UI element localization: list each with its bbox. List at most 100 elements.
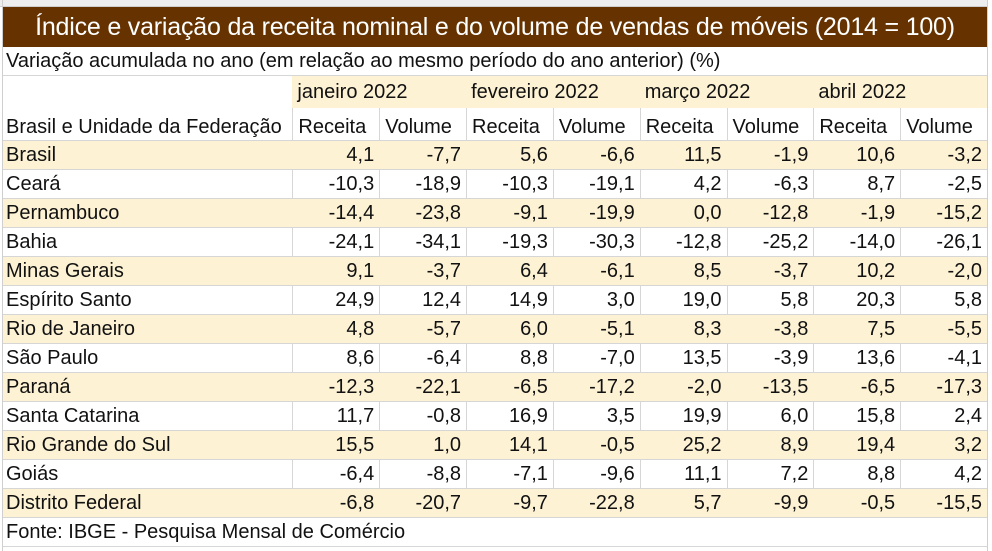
value-cell[interactable]: 10,6 [856, 144, 896, 166]
value-cell[interactable]: 2,4 [900, 402, 987, 430]
value-cell[interactable]: -0,5 [600, 434, 635, 456]
value-cell[interactable]: -4,1 [900, 344, 987, 372]
value-cell[interactable]: 3,0 [552, 286, 640, 314]
column-header[interactable]: Receita [639, 108, 727, 140]
value-cell[interactable]: -2,5 [900, 170, 987, 198]
region-name-cell[interactable]: Pernambuco [6, 202, 120, 224]
value-cell[interactable]: 0,0 [693, 202, 722, 224]
value-cell[interactable]: -13,5 [762, 376, 809, 398]
month-header-apr[interactable]: abril 2022 [813, 76, 988, 108]
value-cell[interactable]: 13,5 [639, 344, 727, 372]
value-cell[interactable]: -6,4 [292, 460, 379, 488]
value-cell[interactable]: -17,2 [589, 376, 635, 398]
value-cell[interactable]: 3,5 [552, 402, 640, 430]
value-cell[interactable]: -6,6 [600, 144, 635, 166]
value-cell[interactable]: -20,7 [415, 492, 462, 514]
value-cell[interactable]: -26,1 [900, 228, 987, 256]
value-cell[interactable]: -8,8 [379, 460, 466, 488]
region-name-cell[interactable]: Paraná [6, 376, 71, 398]
row-header-label[interactable]: Brasil e Unidade da Federação [6, 116, 282, 138]
value-cell[interactable]: 4,8 [346, 318, 375, 340]
value-cell[interactable]: 7,2 [726, 460, 814, 488]
region-name-cell[interactable]: Bahia [6, 231, 58, 253]
value-cell[interactable]: 19,9 [639, 402, 727, 430]
value-cell[interactable]: -14,4 [328, 202, 375, 224]
value-cell[interactable]: -15,5 [936, 492, 983, 514]
value-cell[interactable]: -6,5 [513, 376, 548, 398]
value-cell[interactable]: -6,1 [600, 260, 635, 282]
value-cell[interactable]: -19,1 [552, 170, 640, 198]
value-cell[interactable]: 5,7 [693, 492, 722, 514]
value-cell[interactable]: -12,8 [639, 228, 727, 256]
value-cell[interactable]: -2,0 [687, 376, 722, 398]
value-cell[interactable]: 1,0 [433, 434, 462, 456]
value-cell[interactable]: -3,8 [773, 318, 809, 340]
region-name-cell[interactable]: Distrito Federal [6, 492, 142, 514]
value-cell[interactable]: 8,7 [813, 170, 900, 198]
column-header[interactable]: Receita [813, 108, 900, 140]
value-cell[interactable]: 8,8 [466, 344, 553, 372]
value-cell[interactable]: 13,6 [813, 344, 900, 372]
value-cell[interactable]: -3,9 [726, 344, 814, 372]
value-cell[interactable]: 8,5 [693, 260, 722, 282]
region-name-cell[interactable]: Santa Catarina [6, 405, 140, 427]
value-cell[interactable]: -19,9 [589, 202, 635, 224]
value-cell[interactable]: -12,3 [328, 376, 375, 398]
value-cell[interactable]: -5,7 [426, 318, 462, 340]
value-cell[interactable]: -19,3 [466, 228, 553, 256]
value-cell[interactable]: -0,8 [379, 402, 466, 430]
region-name-cell[interactable]: São Paulo [6, 347, 99, 369]
value-cell[interactable]: -3,7 [426, 260, 462, 282]
value-cell[interactable]: -7,7 [426, 144, 462, 166]
value-cell[interactable]: 3,2 [954, 434, 983, 456]
value-cell[interactable]: 5,8 [726, 286, 814, 314]
value-cell[interactable]: -9,6 [552, 460, 640, 488]
value-cell[interactable]: 4,2 [900, 460, 987, 488]
value-cell[interactable]: -1,9 [773, 144, 809, 166]
value-cell[interactable]: 10,2 [856, 260, 896, 282]
value-cell[interactable]: 24,9 [292, 286, 379, 314]
column-header[interactable]: Receita [466, 108, 553, 140]
value-cell[interactable]: -0,5 [860, 492, 896, 514]
value-cell[interactable]: 6,4 [520, 260, 548, 282]
value-cell[interactable]: 11,5 [684, 144, 722, 166]
value-cell[interactable]: -9,1 [513, 202, 548, 224]
month-header-jan[interactable]: janeiro 2022 [292, 76, 467, 108]
value-cell[interactable]: 11,1 [639, 460, 727, 488]
column-header[interactable]: Volume [900, 108, 987, 140]
value-cell[interactable]: -6,4 [379, 344, 466, 372]
value-cell[interactable]: -25,2 [726, 228, 814, 256]
value-cell[interactable]: -1,9 [860, 202, 896, 224]
region-name-cell[interactable]: Rio Grande do Sul [6, 434, 171, 456]
value-cell[interactable]: -18,9 [379, 170, 466, 198]
value-cell[interactable]: -5,1 [600, 318, 635, 340]
month-header-feb[interactable]: fevereiro 2022 [466, 76, 640, 108]
value-cell[interactable]: 8,8 [813, 460, 900, 488]
value-cell[interactable]: 12,4 [379, 286, 466, 314]
value-cell[interactable]: -7,0 [552, 344, 640, 372]
value-cell[interactable]: 19,0 [639, 286, 727, 314]
value-cell[interactable]: -5,5 [947, 318, 983, 340]
value-cell[interactable]: -9,7 [513, 492, 548, 514]
column-header[interactable]: Receita [292, 108, 379, 140]
table-title[interactable]: Índice e variação da receita nominal e d… [3, 7, 987, 47]
empty-header-cell[interactable] [3, 76, 293, 108]
value-cell[interactable]: 4,2 [639, 170, 727, 198]
value-cell[interactable]: -3,2 [947, 144, 983, 166]
value-cell[interactable]: 11,7 [292, 402, 379, 430]
value-cell[interactable]: -22,8 [589, 492, 635, 514]
source-note[interactable]: Fonte: IBGE - Pesquisa Mensal de Comérci… [6, 521, 406, 543]
value-cell[interactable]: 8,3 [693, 318, 722, 340]
value-cell[interactable]: 14,1 [508, 434, 548, 456]
value-cell[interactable]: -10,3 [466, 170, 553, 198]
value-cell[interactable]: 5,8 [900, 286, 987, 314]
value-cell[interactable]: 7,5 [867, 318, 896, 340]
value-cell[interactable]: -30,3 [552, 228, 640, 256]
month-header-mar[interactable]: março 2022 [639, 76, 814, 108]
region-name-cell[interactable]: Brasil [6, 144, 57, 166]
value-cell[interactable]: 15,5 [335, 434, 375, 456]
value-cell[interactable]: 19,4 [856, 434, 896, 456]
region-name-cell[interactable]: Rio de Janeiro [6, 318, 135, 340]
value-cell[interactable]: 8,9 [780, 434, 809, 456]
value-cell[interactable]: 25,2 [682, 434, 722, 456]
